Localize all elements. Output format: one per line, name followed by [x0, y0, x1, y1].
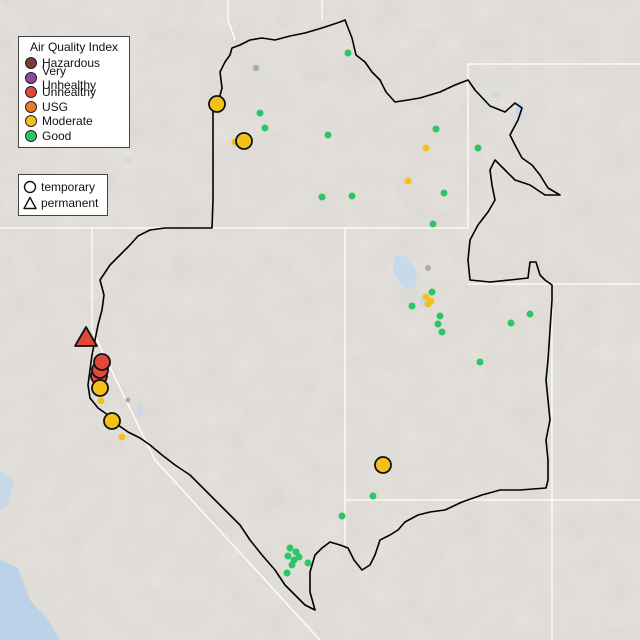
- monitor-good: [369, 492, 377, 500]
- great-salt-lake: [393, 255, 417, 289]
- monitor-type-legend: temporary permanent: [18, 174, 108, 216]
- monitor-good: [440, 189, 448, 197]
- legend-item-hazardous: Hazardous: [25, 56, 123, 71]
- aqi-legend: Air Quality Index Hazardous Very Unhealt…: [18, 36, 130, 148]
- usg-swatch: [25, 100, 37, 113]
- monitor-moderate: [422, 293, 430, 301]
- legend-item-permanent: permanent: [23, 195, 101, 211]
- legend-item-good: Good: [25, 129, 123, 144]
- monitor-temporary-moderate: [91, 379, 109, 397]
- monitor-good: [476, 358, 484, 366]
- monitor-good: [284, 552, 292, 560]
- monitor-moderate: [424, 300, 432, 308]
- legend-label: USG: [42, 99, 69, 114]
- monitor-good: [288, 561, 296, 569]
- monitor-good: [283, 569, 291, 577]
- monitor-temporary-moderate: [208, 95, 226, 113]
- monitor-good: [438, 328, 446, 336]
- lake-small-3: [124, 158, 132, 162]
- monitor-temporary-unhealthy: [93, 353, 111, 371]
- lake-small-2: [490, 92, 500, 98]
- monitor-good: [338, 512, 346, 520]
- legend-title: Air Quality Index: [29, 40, 119, 54]
- moderate-small-monitors[interactable]: [97, 138, 435, 441]
- good-monitors[interactable]: [256, 49, 534, 577]
- legend-label: Moderate: [42, 114, 93, 129]
- monitor-good: [295, 553, 303, 561]
- monitor-moderate: [97, 397, 105, 405]
- monitor-good: [434, 320, 442, 328]
- utah-lake: [419, 297, 425, 307]
- ocean-water: [0, 560, 60, 640]
- monitor-good: [428, 288, 436, 296]
- pyramid-lake: [137, 404, 143, 416]
- monitor-good: [324, 131, 332, 139]
- legend-label: Very Unhealthy: [42, 63, 97, 92]
- monitor-good: [408, 302, 416, 310]
- monitor-good: [261, 124, 269, 132]
- monitor-offline: [425, 265, 431, 271]
- temporary-monitors[interactable]: [90, 95, 392, 474]
- legend-label: Good: [42, 128, 72, 143]
- monitor-good: [256, 109, 264, 117]
- monitor-good: [344, 49, 352, 57]
- bay-water: [0, 470, 14, 510]
- monitor-good: [286, 544, 294, 552]
- monitor-good: [526, 310, 534, 318]
- monitor-offline: [125, 397, 131, 403]
- moderate-swatch: [25, 115, 37, 128]
- monitor-good: [318, 193, 326, 201]
- legend-label: temporary: [41, 180, 96, 194]
- monitor-good: [348, 192, 356, 200]
- legend-item-unhealthy: Unhealthy: [25, 85, 123, 100]
- good-swatch: [25, 129, 37, 142]
- very-unhealthy-swatch: [25, 71, 37, 84]
- monitor-good: [507, 319, 515, 327]
- monitor-offline: [253, 65, 259, 71]
- triangle-icon: [23, 196, 37, 210]
- monitor-moderate: [118, 433, 126, 441]
- monitor-temporary-moderate: [374, 456, 392, 474]
- unhealthy-swatch: [25, 86, 37, 99]
- monitor-good: [436, 312, 444, 320]
- monitor-good: [429, 220, 437, 228]
- legend-item-very-unhealthy: Very Unhealthy: [25, 64, 123, 92]
- monitor-good: [304, 559, 312, 567]
- legend-label: Unhealthy: [42, 85, 97, 100]
- monitor-temporary-moderate: [235, 132, 253, 150]
- monitor-good: [432, 125, 440, 133]
- monitor-good: [474, 144, 482, 152]
- legend-item-usg: USG: [25, 100, 123, 115]
- legend-label: permanent: [41, 196, 99, 210]
- legend-item-moderate: Moderate: [25, 114, 123, 129]
- monitor-temporary-moderate: [103, 412, 121, 430]
- monitor-moderate: [404, 177, 412, 185]
- offline-monitors: [125, 65, 431, 403]
- legend-item-temporary: temporary: [23, 179, 101, 195]
- monitor-permanent-unhealthy[interactable]: [74, 326, 98, 347]
- hazardous-swatch: [25, 57, 37, 70]
- monitor-moderate: [422, 144, 430, 152]
- legend-label: Hazardous: [42, 56, 101, 71]
- circle-icon: [23, 180, 37, 194]
